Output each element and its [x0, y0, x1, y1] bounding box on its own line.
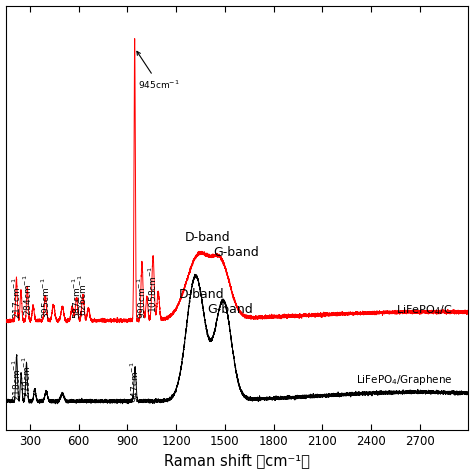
- Text: 947cm$^{-1}$: 947cm$^{-1}$: [129, 361, 141, 403]
- Text: G-band: G-band: [207, 303, 253, 316]
- Text: 395cm$^{-1}$: 395cm$^{-1}$: [39, 278, 52, 319]
- Text: 626cm$^{-1}$: 626cm$^{-1}$: [77, 274, 89, 316]
- Text: 217cm$^{-1}$: 217cm$^{-1}$: [10, 278, 23, 319]
- Text: 1058cm$^{-1}$: 1058cm$^{-1}$: [147, 266, 159, 313]
- Text: D-band: D-band: [179, 288, 225, 301]
- Text: 945cm$^{-1}$: 945cm$^{-1}$: [137, 51, 180, 91]
- Text: G-band: G-band: [213, 246, 259, 259]
- X-axis label: Raman shift （cm⁻¹）: Raman shift （cm⁻¹）: [164, 454, 310, 468]
- Text: LiFePO$_4$/Graphene: LiFePO$_4$/Graphene: [356, 373, 452, 387]
- Text: 990cm$^{-1}$: 990cm$^{-1}$: [136, 278, 148, 319]
- Text: LiFePO$_4$/C: LiFePO$_4$/C: [396, 303, 452, 317]
- Text: 587cm$^{-1}$: 587cm$^{-1}$: [70, 278, 83, 319]
- Text: 218cm$^{-1}$: 218cm$^{-1}$: [10, 359, 23, 401]
- Text: D-band: D-band: [185, 230, 231, 244]
- Text: 284cm$^{-1}$: 284cm$^{-1}$: [21, 274, 34, 316]
- Text: 279cm$^{-1}$: 279cm$^{-1}$: [20, 356, 33, 398]
